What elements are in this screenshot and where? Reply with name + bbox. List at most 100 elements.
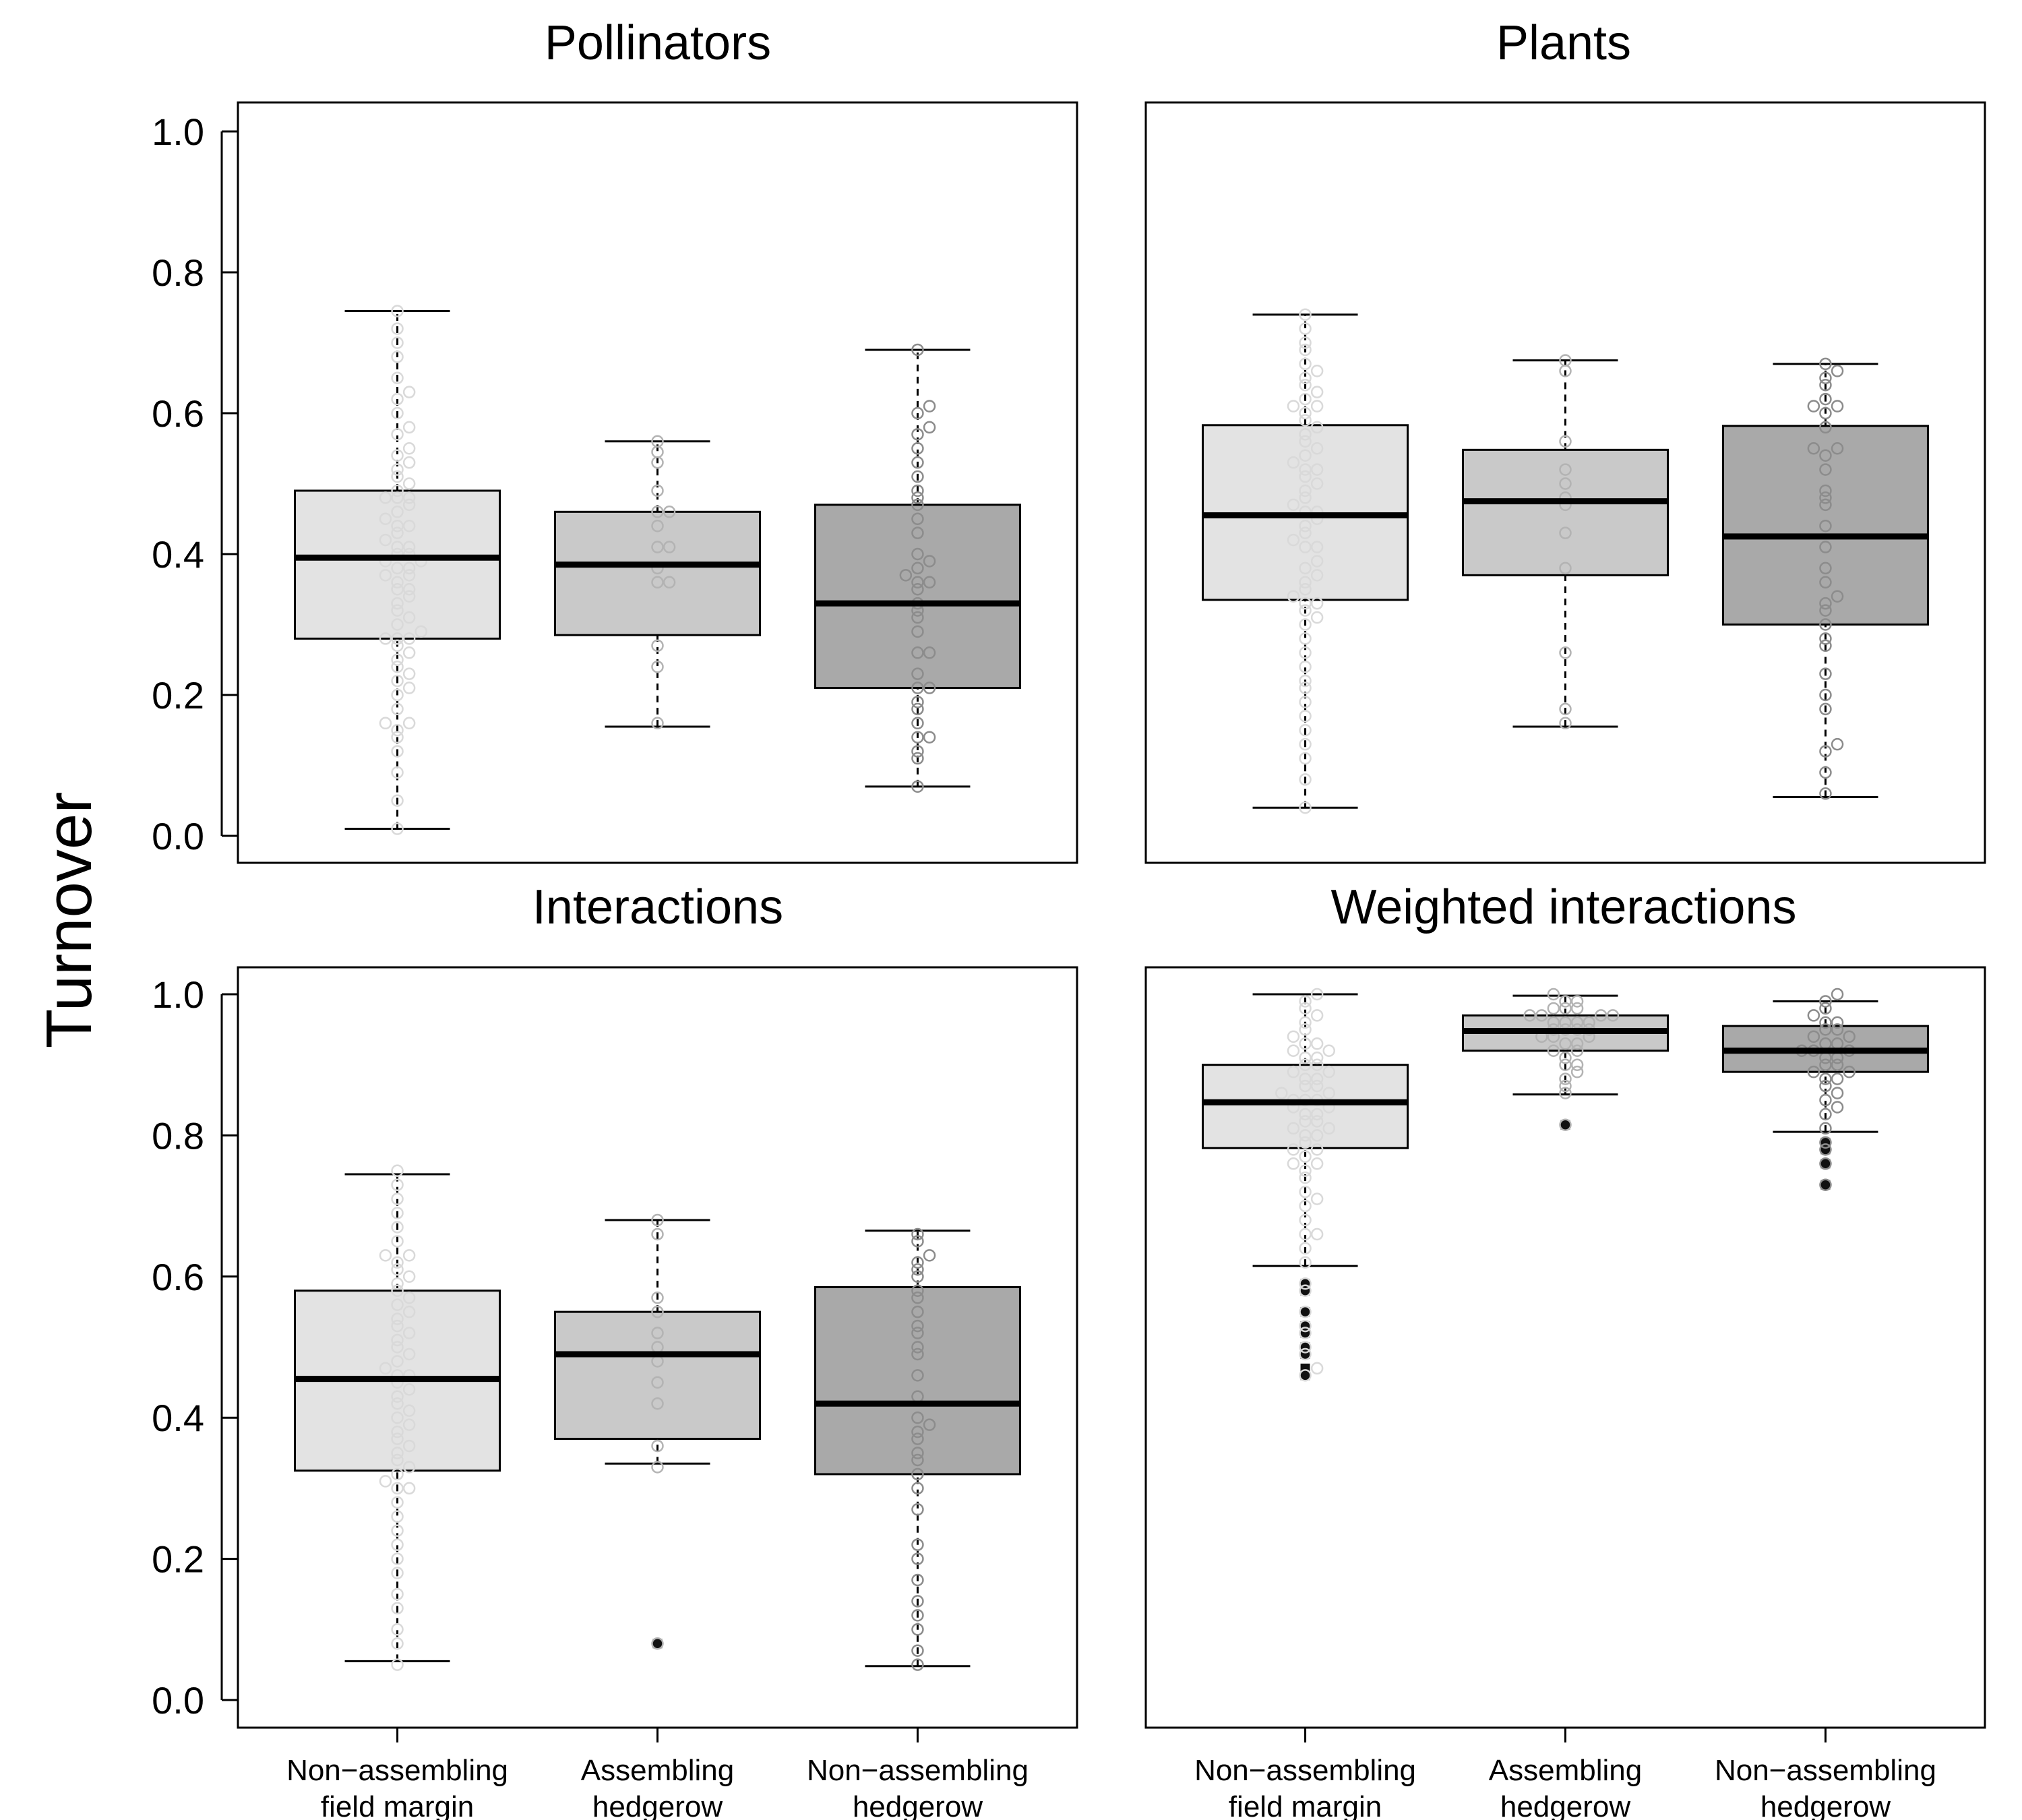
data-point	[1299, 1213, 1312, 1227]
data-point	[923, 731, 936, 744]
data-point	[911, 343, 924, 357]
data-point	[402, 1249, 416, 1262]
data-point	[1299, 406, 1312, 420]
data-point	[1310, 569, 1324, 582]
data-point	[1299, 801, 1312, 814]
data-point	[1819, 1072, 1832, 1085]
data-point	[1287, 1044, 1300, 1058]
data-point	[1819, 1093, 1832, 1107]
box-group	[294, 1164, 501, 1671]
data-point	[1299, 1227, 1312, 1241]
data-point	[1299, 357, 1312, 371]
panel-title: Interactions	[532, 880, 783, 934]
data-point	[1299, 1037, 1312, 1050]
data-point	[1819, 667, 1832, 680]
data-point	[1299, 710, 1312, 723]
data-point	[391, 1447, 404, 1459]
data-point	[1299, 1129, 1312, 1142]
data-point	[1819, 604, 1832, 617]
data-point	[391, 1482, 404, 1495]
data-point	[911, 1319, 924, 1333]
outlier-point	[1300, 1307, 1310, 1317]
data-point	[1831, 1058, 1844, 1071]
data-point	[923, 400, 936, 413]
data-point	[911, 428, 924, 441]
data-point	[391, 406, 404, 420]
data-point	[391, 1319, 404, 1333]
data-point	[1299, 541, 1312, 553]
data-point	[1819, 1058, 1832, 1071]
data-point	[911, 646, 924, 659]
data-point	[911, 576, 924, 589]
data-point	[1322, 1122, 1335, 1135]
data-point	[911, 731, 924, 744]
data-point	[1819, 597, 1832, 610]
data-point	[1819, 1143, 1832, 1156]
data-point	[402, 1327, 416, 1339]
data-point	[379, 717, 392, 730]
data-point	[1299, 371, 1312, 384]
data-point	[911, 1595, 924, 1608]
y-tick-label: 0.4	[152, 533, 204, 576]
data-point	[391, 506, 404, 518]
data-point	[402, 491, 416, 504]
data-point	[1831, 1072, 1844, 1085]
panel-pollinators: Pollinators 0.0 0.2 0.4 0.6 0.8 1.0	[152, 16, 1078, 864]
data-point	[1299, 583, 1312, 596]
data-point	[663, 506, 676, 518]
data-point	[663, 576, 676, 589]
data-point	[391, 392, 404, 406]
data-point	[391, 1510, 404, 1523]
data-point	[911, 1305, 924, 1318]
data-point	[911, 1291, 924, 1304]
data-point	[1299, 1051, 1312, 1064]
data-point	[1559, 995, 1572, 1008]
data-point	[1819, 378, 1832, 392]
data-point	[1807, 1030, 1820, 1043]
box-group	[1202, 988, 1409, 1382]
data-point	[1287, 498, 1300, 512]
data-point	[1299, 646, 1312, 659]
data-point	[1606, 1009, 1620, 1022]
data-point	[1831, 1087, 1844, 1099]
data-point	[1287, 1030, 1300, 1043]
data-point	[1819, 562, 1832, 575]
data-point	[1310, 1108, 1324, 1121]
box-group	[1462, 354, 1669, 730]
data-point	[1559, 1118, 1572, 1131]
data-point	[391, 519, 404, 533]
data-point	[911, 470, 924, 483]
data-point	[911, 583, 924, 596]
data-point	[402, 541, 416, 553]
data-point	[391, 470, 404, 483]
data-point	[1819, 406, 1832, 420]
data-point	[1843, 1030, 1856, 1043]
data-point	[1819, 702, 1832, 716]
data-point	[911, 1432, 924, 1445]
data-point	[402, 562, 416, 575]
data-point	[1310, 1157, 1324, 1170]
x-tick-label: Assembling	[581, 1754, 734, 1787]
panel-weighted-interactions: Weighted interactions Non−assemblingfiel…	[1144, 880, 1986, 1820]
box-group	[1202, 308, 1409, 814]
data-point	[911, 745, 924, 758]
data-point	[663, 541, 676, 553]
data-point	[1843, 1065, 1856, 1079]
data-point	[1819, 787, 1832, 800]
data-point	[402, 569, 416, 582]
data-point	[1831, 737, 1844, 751]
box-group	[554, 1213, 761, 1650]
data-point	[1287, 456, 1300, 469]
box	[1462, 448, 1669, 576]
data-point	[391, 1411, 404, 1424]
outlier-point	[1560, 1120, 1570, 1130]
data-point	[391, 322, 404, 335]
data-point	[1299, 737, 1312, 751]
data-point	[1595, 1009, 1607, 1022]
y-tick-label: 0.0	[152, 1679, 204, 1722]
data-point	[1287, 590, 1300, 603]
data-point	[1299, 773, 1312, 786]
data-point	[391, 1284, 404, 1297]
data-point	[651, 1227, 664, 1241]
data-point	[911, 1227, 924, 1241]
